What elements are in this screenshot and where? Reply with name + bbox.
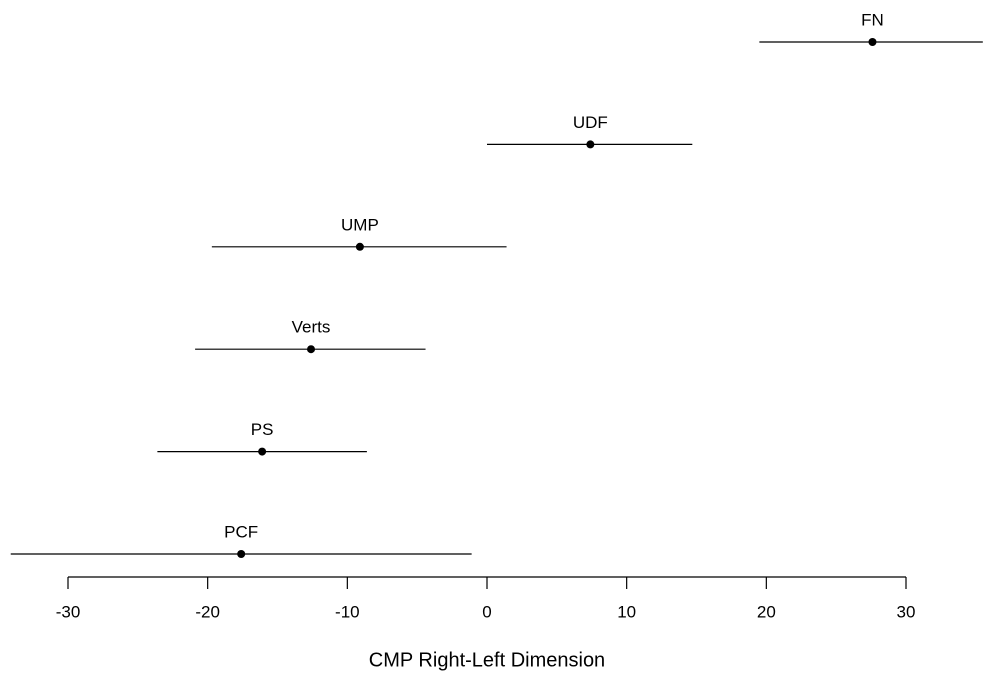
point-label: PCF [224, 522, 258, 541]
point-label: PS [251, 420, 274, 439]
x-tick-label: -30 [56, 602, 81, 621]
point-label: FN [861, 10, 884, 29]
point [237, 550, 246, 558]
x-tick-label: 10 [617, 602, 636, 621]
point [586, 140, 595, 149]
point [258, 447, 267, 456]
x-axis-title: CMP Right-Left Dimension [369, 649, 605, 671]
x-tick-label: -20 [195, 602, 220, 621]
point [307, 345, 316, 354]
point [355, 242, 364, 251]
point [868, 38, 877, 46]
x-tick-label: 30 [897, 602, 916, 621]
x-tick-label: -10 [335, 602, 360, 621]
x-tick-label: 20 [757, 602, 776, 621]
point-label: Verts [292, 318, 331, 337]
point-label: UMP [341, 215, 379, 234]
x-tick-label: 0 [482, 602, 491, 621]
point-label: UDF [573, 113, 608, 132]
